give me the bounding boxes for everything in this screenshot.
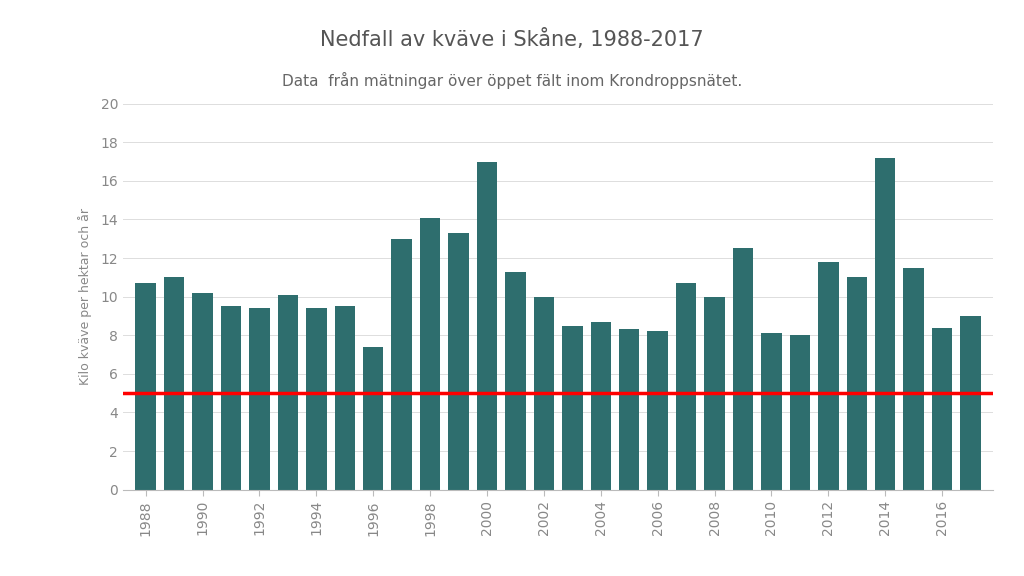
Bar [818, 262, 839, 490]
Bar [961, 316, 981, 490]
Y-axis label: Kilo kväve per hektar och år: Kilo kväve per hektar och år [78, 208, 92, 385]
Text: Nedfall av kväve i Skåne, 1988-2017: Nedfall av kväve i Skåne, 1988-2017 [321, 29, 703, 50]
Bar [362, 347, 383, 490]
Bar [676, 283, 696, 490]
Bar [534, 297, 554, 490]
Bar [647, 331, 668, 490]
Bar [874, 158, 895, 490]
Bar [903, 268, 924, 490]
Bar [761, 334, 781, 490]
Bar [164, 278, 184, 490]
Bar [135, 283, 156, 490]
Bar [932, 328, 952, 490]
Bar [449, 233, 469, 490]
Bar [505, 271, 525, 490]
Bar [391, 239, 412, 490]
Text: Data  från mätningar över öppet fält inom Krondroppsnätet.: Data från mätningar över öppet fält inom… [282, 72, 742, 89]
Bar [591, 322, 611, 490]
Bar [420, 218, 440, 490]
Bar [249, 308, 269, 490]
Bar [335, 306, 355, 490]
Bar [733, 248, 754, 490]
Bar [477, 161, 498, 490]
Bar [278, 295, 298, 490]
Bar [193, 293, 213, 490]
Bar [618, 329, 639, 490]
Bar [306, 308, 327, 490]
Bar [705, 297, 725, 490]
Bar [221, 306, 242, 490]
Bar [562, 325, 583, 490]
Bar [790, 335, 810, 490]
Bar [847, 278, 867, 490]
